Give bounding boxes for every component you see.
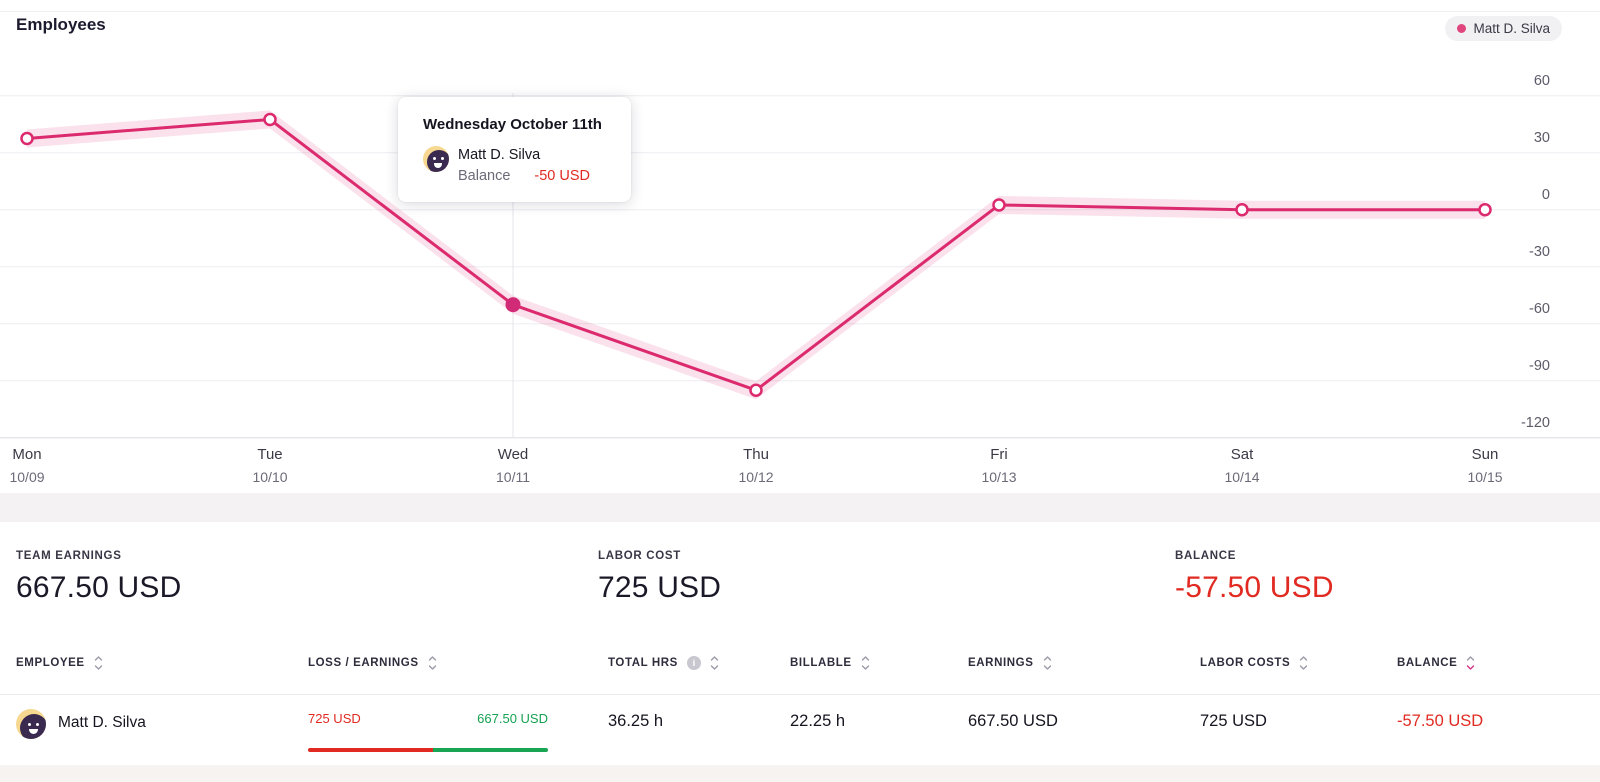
stat-labor-cost: LABOR COST 725 USD bbox=[598, 550, 721, 605]
earnings-value: 667.50 USD bbox=[968, 712, 1058, 730]
stat-value: -57.50 USD bbox=[1175, 571, 1334, 604]
balance-value: -57.50 USD bbox=[1397, 712, 1484, 730]
y-axis-tick-label: -90 bbox=[1529, 358, 1550, 374]
chart-canvas bbox=[0, 93, 1600, 439]
y-axis-tick-label: -30 bbox=[1529, 244, 1550, 260]
chart-tooltip: Wednesday October 11th Matt D. Silva Bal… bbox=[398, 97, 631, 202]
top-divider bbox=[0, 11, 1600, 12]
stat-balance: BALANCE -57.50 USD bbox=[1175, 550, 1334, 605]
sort-icon[interactable] bbox=[710, 655, 719, 671]
legend-dot-icon bbox=[1457, 24, 1467, 33]
column-header-balance[interactable]: BALANCE bbox=[1397, 655, 1475, 671]
data-point[interactable] bbox=[1235, 202, 1249, 217]
column-header-billable[interactable]: BILLABLE bbox=[790, 655, 870, 671]
column-header-loss-earnings[interactable]: LOSS / EARNINGS bbox=[308, 655, 437, 671]
x-axis-tick-label: Thu 10/12 bbox=[738, 446, 774, 485]
smiley-face-icon bbox=[427, 150, 449, 172]
employee-name-link[interactable]: Matt D. Silva bbox=[58, 714, 146, 731]
tooltip-metric-value: -50 USD bbox=[534, 168, 591, 184]
page-title: Employees bbox=[16, 15, 106, 34]
loss-bar-segment bbox=[308, 748, 434, 752]
avatar bbox=[423, 146, 449, 172]
sort-icon[interactable] bbox=[1043, 655, 1052, 671]
x-axis-tick-label: Mon 10/09 bbox=[9, 446, 45, 485]
column-header-label: EARNINGS bbox=[968, 657, 1034, 669]
earnings-bar-segment bbox=[433, 748, 548, 752]
data-point[interactable] bbox=[1478, 202, 1492, 217]
legend-label: Matt D. Silva bbox=[1473, 21, 1550, 36]
earnings-amount-small: 667.50 USD bbox=[477, 711, 548, 726]
series-band bbox=[27, 110, 1485, 400]
y-axis-tick-label: 30 bbox=[1533, 130, 1550, 146]
section-divider bbox=[0, 493, 1600, 522]
info-icon[interactable]: i bbox=[686, 656, 701, 670]
column-header-earnings[interactable]: EARNINGS bbox=[968, 655, 1052, 671]
sort-icon[interactable] bbox=[94, 655, 103, 671]
bottom-strip bbox=[0, 765, 1600, 782]
y-axis-tick-label: -120 bbox=[1520, 415, 1550, 431]
data-point[interactable] bbox=[263, 112, 277, 127]
stat-value: 667.50 USD bbox=[16, 571, 182, 604]
x-axis-tick-label: Sat 10/14 bbox=[1224, 446, 1260, 485]
smiley-face-icon bbox=[20, 714, 46, 739]
tooltip-metric-label: Balance bbox=[458, 168, 511, 184]
column-header-label: BILLABLE bbox=[790, 657, 852, 669]
data-point[interactable] bbox=[749, 383, 763, 397]
x-axis-tick-label: Wed 10/11 bbox=[496, 446, 530, 485]
y-axis-tick-label: 0 bbox=[1541, 187, 1550, 203]
column-header-label: TOTAL HRS bbox=[608, 657, 678, 669]
x-axis-tick-label: Sun 10/15 bbox=[1467, 446, 1503, 485]
total-hrs-value: 36.25 h bbox=[608, 712, 664, 730]
table-header-divider bbox=[0, 694, 1600, 695]
sort-icon-active-desc[interactable] bbox=[1466, 655, 1475, 671]
y-axis-tick-label: 60 bbox=[1533, 73, 1550, 89]
balance-line-chart: 60 30 0 -30 -60 -90 -120 Mon 10/09 Tue 10/10 Wed 10/… bbox=[0, 73, 1600, 485]
column-header-label: LABOR COSTS bbox=[1200, 657, 1291, 669]
column-header-total-hrs[interactable]: TOTAL HRS i bbox=[608, 655, 719, 671]
sort-icon[interactable] bbox=[861, 655, 870, 671]
y-axis-tick-label: -60 bbox=[1529, 301, 1550, 317]
loss-earnings-cell: 725 USD 667.50 USD bbox=[308, 711, 548, 752]
x-axis-tick-label: Fri 10/13 bbox=[981, 446, 1017, 485]
billable-value: 22.25 h bbox=[790, 712, 846, 730]
labor-costs-value: 725 USD bbox=[1200, 712, 1267, 730]
column-header-label: EMPLOYEE bbox=[16, 657, 85, 669]
loss-amount: 725 USD bbox=[308, 711, 361, 726]
stat-label: LABOR COST bbox=[598, 550, 682, 562]
column-header-labor-costs[interactable]: LABOR COSTS bbox=[1200, 655, 1308, 671]
tooltip-employee-name: Matt D. Silva bbox=[458, 147, 541, 163]
column-header-employee[interactable]: EMPLOYEE bbox=[16, 655, 103, 671]
column-header-label: BALANCE bbox=[1397, 657, 1458, 669]
x-axis-tick-label: Tue 10/10 bbox=[252, 446, 288, 485]
legend-pill[interactable]: Matt D. Silva bbox=[1445, 16, 1562, 41]
sort-icon[interactable] bbox=[428, 655, 437, 671]
stat-team-earnings: TEAM EARNINGS 667.50 USD bbox=[16, 550, 181, 605]
column-header-label: LOSS / EARNINGS bbox=[308, 657, 419, 669]
data-point-active[interactable] bbox=[505, 297, 521, 313]
stat-label: BALANCE bbox=[1175, 550, 1237, 562]
data-point[interactable] bbox=[992, 198, 1006, 212]
stat-value: 725 USD bbox=[598, 571, 722, 604]
tooltip-title: Wednesday October 11th bbox=[423, 116, 602, 133]
sort-icon[interactable] bbox=[1299, 655, 1308, 671]
series-line bbox=[25, 117, 1487, 392]
loss-earnings-bar bbox=[308, 748, 548, 752]
data-point[interactable] bbox=[20, 131, 34, 146]
employee-avatar[interactable] bbox=[16, 709, 46, 739]
stat-label: TEAM EARNINGS bbox=[16, 550, 122, 562]
